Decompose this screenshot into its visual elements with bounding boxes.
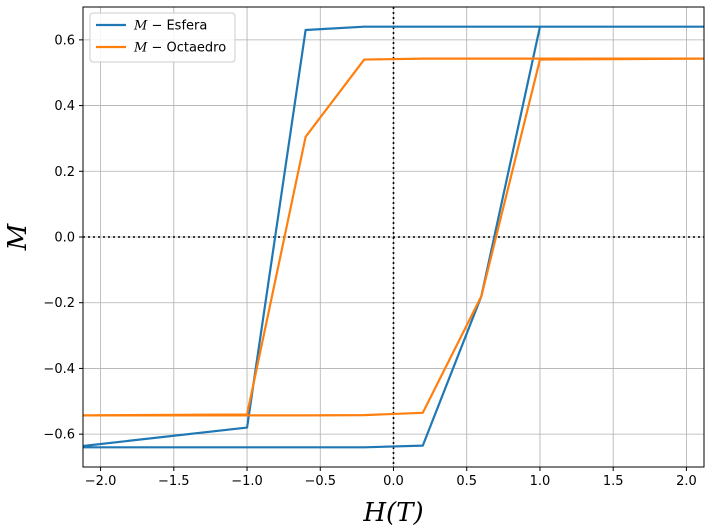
- legend-box: [89, 12, 236, 63]
- legend-label-1: M − Esfera: [133, 19, 207, 34]
- x-tick-label: −1.5: [158, 474, 190, 489]
- x-tick-label: 2.0: [676, 474, 697, 489]
- x-tick-label: 0.0: [383, 474, 404, 489]
- legend: M − Esfera M − Octaedro: [89, 12, 236, 63]
- x-axis-label: H(T): [362, 498, 423, 528]
- y-tick-label: −0.4: [43, 362, 75, 377]
- x-tick-label: −0.5: [304, 474, 336, 489]
- series-line-2: [83, 57, 704, 417]
- reference-lines: [83, 7, 704, 467]
- x-tick-label: −1.0: [231, 474, 263, 489]
- y-tick-label: 0.2: [54, 165, 75, 180]
- x-tick-label: −2.0: [85, 474, 117, 489]
- series-layer: [83, 25, 704, 449]
- series-line-1: [83, 25, 704, 449]
- y-tick-label: −0.6: [43, 428, 75, 443]
- y-tick-label: 0.4: [54, 99, 75, 114]
- x-tick-label: 0.5: [456, 474, 477, 489]
- axis-ticks: −2.0 −1.5 −1.0 −0.5 0.0 0.5 1.0 1.5 2.0 −0.6 −0.4 −…: [43, 33, 696, 489]
- x-tick-label: 1.5: [603, 474, 624, 489]
- x-tick-label: 1.0: [530, 474, 551, 489]
- y-tick-label: 0.0: [54, 231, 75, 246]
- y-tick-label: −0.2: [43, 296, 75, 311]
- y-axis-label: M: [3, 222, 33, 251]
- y-tick-label: 0.6: [54, 33, 75, 48]
- legend-label-2: M − Octaedro: [133, 41, 226, 56]
